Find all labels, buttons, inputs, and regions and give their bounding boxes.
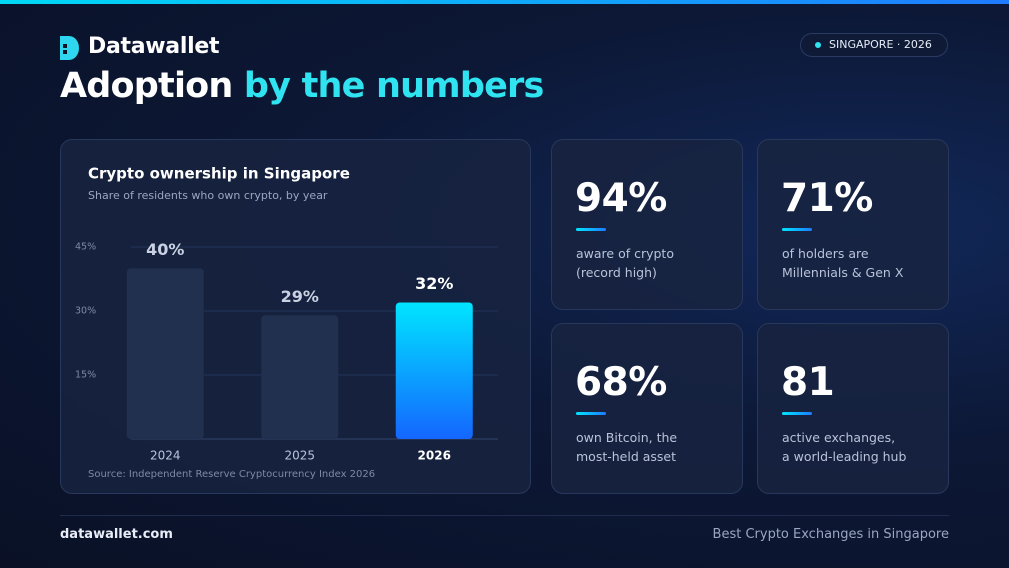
stat-text: a world-leading hub [782,449,907,464]
value-label: 40% [146,240,184,259]
stat-card: 68% own Bitcoin, the most-held asset [551,323,743,494]
stat-text: aware of crypto [576,246,674,261]
footer-note: Best Crypto Exchanges in Singapore [712,527,949,542]
bar [126,268,204,439]
y-tick-label: 15% [75,370,96,381]
accent [576,412,606,415]
accent [576,228,606,231]
stat-text: active exchanges, [782,430,896,445]
bar [261,315,339,439]
stat-card: 94% aware of crypto (record high) [551,139,743,310]
stat-value: 68% [575,360,667,405]
stat-text: Millennials & Gen X [782,265,904,280]
value-label: 32% [415,274,453,293]
stat-value: 81 [781,360,835,405]
y-tick-label: 30% [75,306,96,317]
stat-value: 94% [575,176,667,221]
stat-value: 71% [781,176,873,221]
brand: Datawallet [88,34,220,59]
chart-subtitle: Share of residents who own crypto, by ye… [88,189,328,202]
x-tick-label: 2024 [150,449,181,463]
headline-start: Adoption [60,66,233,106]
headline-highlight: by the numbers [243,66,544,106]
chart-title: Crypto ownership in Singapore [88,165,350,183]
chart: Crypto ownership in Singapore Share of r… [75,165,498,480]
value-label: 29% [281,287,319,306]
stat-text: most-held asset [576,449,677,464]
stat-text: own Bitcoin, the [576,430,678,445]
logo [60,36,79,60]
badge: SINGAPORE · 2026 [800,33,948,57]
footer-rule [60,515,949,516]
stat-card: 71% of holders are Millennials & Gen X [757,139,949,310]
accent [782,412,812,415]
chart-card: Crypto ownership in Singapore Share of r… [60,139,531,494]
accent [782,228,812,231]
x-tick-label: 2025 [284,449,315,463]
headline: Adoption by the numbers [60,66,544,106]
x-tick-label: 2026 [418,449,451,463]
footer-site: datawallet.com [60,527,173,542]
top-accent [0,0,1009,4]
stat-text: of holders are [782,246,869,261]
stat-text: (record high) [576,265,657,280]
y-tick-label: 45% [75,242,96,253]
chart-source: Source: Independent Reserve Cryptocurren… [88,469,375,480]
bar [395,302,473,439]
stat-card: 81 active exchanges, a world-leading hub [757,323,949,494]
